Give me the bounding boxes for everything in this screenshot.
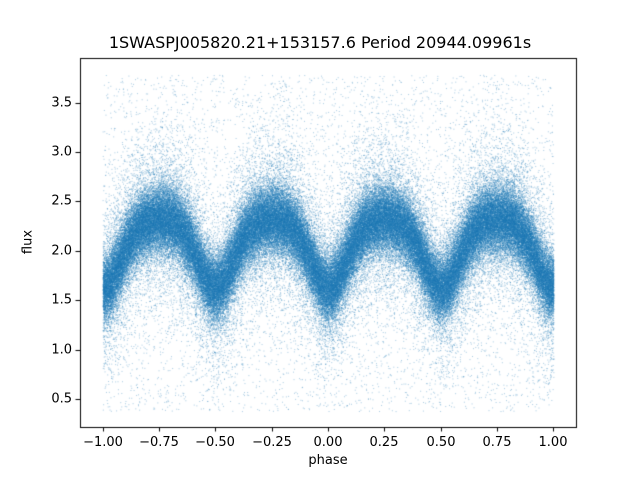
x-tick-label: −0.75 bbox=[139, 435, 179, 450]
x-tick-label: 0.50 bbox=[426, 435, 456, 450]
x-tick-label: 1.00 bbox=[538, 435, 568, 450]
y-tick-label: 1.0 bbox=[51, 342, 72, 358]
y-tick-label: 2.0 bbox=[51, 243, 72, 259]
x-tick-label: −1.00 bbox=[83, 435, 123, 450]
y-tick-label: 3.0 bbox=[51, 144, 72, 160]
x-tick-label: −0.25 bbox=[252, 435, 292, 450]
chart-title: 1SWASPJ005820.21+153157.6 Period 20944.0… bbox=[108, 33, 532, 52]
x-tick-label: 0.25 bbox=[369, 435, 399, 450]
x-tick-label: −0.50 bbox=[195, 435, 235, 450]
y-tick-label: 2.5 bbox=[51, 193, 72, 209]
y-tick-label: 3.5 bbox=[51, 95, 72, 111]
x-tick-label: 0.75 bbox=[482, 435, 512, 450]
y-tick-label: 0.5 bbox=[51, 391, 72, 407]
y-tick-label: 1.5 bbox=[51, 292, 72, 308]
y-axis-label: flux bbox=[20, 229, 36, 255]
x-axis-label: phase bbox=[308, 453, 348, 468]
x-tick-label: 0.00 bbox=[313, 435, 343, 450]
